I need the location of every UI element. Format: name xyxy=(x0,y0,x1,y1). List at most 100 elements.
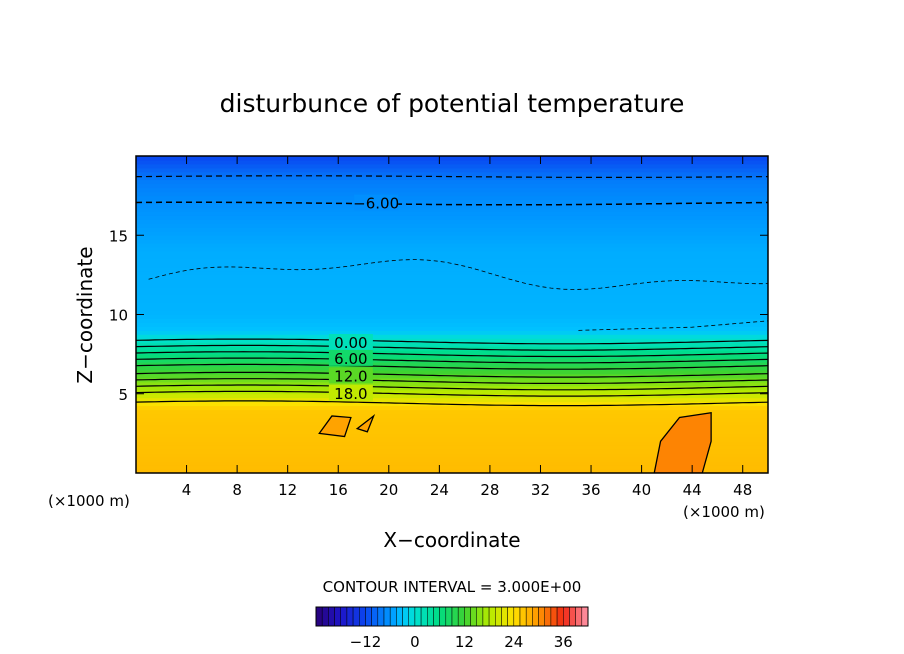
x-tick-label: 20 xyxy=(379,481,398,499)
heatmap-band xyxy=(136,456,768,462)
colorbar-cell xyxy=(563,606,570,627)
heatmap-band xyxy=(136,436,768,442)
colorbar-cell xyxy=(464,606,471,627)
heatmap-band xyxy=(136,214,768,220)
colorbar-cell xyxy=(433,606,440,627)
colorbar-cell xyxy=(544,606,552,627)
heatmap-band xyxy=(136,413,768,419)
x-tick-label: 8 xyxy=(232,481,242,499)
colorbar-cell xyxy=(371,606,379,627)
colorbar-cell xyxy=(495,606,502,627)
heatmap-band xyxy=(136,381,768,387)
colorbar-cell xyxy=(507,606,515,627)
heatmap-band xyxy=(136,448,768,454)
heatmap-band xyxy=(136,230,768,236)
contour-label-bg xyxy=(328,367,373,384)
colorbar-cell xyxy=(321,606,329,627)
heatmap-band xyxy=(136,452,768,458)
contour-label: 12.0 xyxy=(334,367,367,385)
x-axis-ticks: 4 8 12 16 20 24 28 32 36 40 44 48 xyxy=(182,156,752,499)
contour-line xyxy=(136,363,768,370)
x-tick-label: 4 xyxy=(182,481,192,499)
contour-line xyxy=(136,338,768,345)
colorbar-cell xyxy=(575,606,583,627)
heatmap-band xyxy=(136,329,768,335)
warm-patch xyxy=(319,415,351,437)
heatmap-band xyxy=(136,310,768,315)
heatmap-band xyxy=(136,420,768,426)
contour-line xyxy=(148,259,768,290)
contour-label: 6.00 xyxy=(334,350,367,368)
heatmap-band xyxy=(136,226,768,232)
contour-line xyxy=(136,201,768,206)
warm-patch xyxy=(654,412,712,473)
contour-line xyxy=(578,320,768,331)
colorbar-cell xyxy=(408,606,416,627)
x-tick-label: 36 xyxy=(581,481,600,499)
heatmap-band xyxy=(136,218,768,224)
contour-line xyxy=(136,175,768,178)
y-tick-label: 15 xyxy=(109,227,128,245)
heatmap-band xyxy=(136,317,768,323)
heatmap-band xyxy=(136,345,768,351)
heatmap-field xyxy=(136,156,768,473)
colorbar-tick-label: 0 xyxy=(410,633,420,651)
heatmap-band xyxy=(136,210,768,216)
colorbar-ticks: −12 0 12 24 36 xyxy=(350,633,573,651)
heatmap-band xyxy=(136,337,768,343)
heatmap-band xyxy=(136,361,768,367)
heatmap-band xyxy=(136,270,768,276)
colorbar-cell xyxy=(334,606,341,627)
colorbar-cell xyxy=(389,606,397,627)
heatmap-band xyxy=(136,171,768,177)
x-tick-label: 32 xyxy=(531,481,550,499)
heatmap-band xyxy=(136,238,768,244)
contour-line xyxy=(136,351,768,358)
heatmap-band xyxy=(136,409,768,415)
colorbar-cell xyxy=(513,606,521,627)
contour-line xyxy=(136,378,768,384)
colorbar-tick-label: −12 xyxy=(350,633,382,651)
colorbar-cell xyxy=(476,606,484,627)
heatmap-band xyxy=(136,460,768,466)
contour-label-bg xyxy=(328,349,373,366)
heatmap-band xyxy=(136,167,768,173)
colorbar-cell xyxy=(420,606,428,627)
heatmap-band xyxy=(136,377,768,383)
heatmap-band xyxy=(136,234,768,240)
colorbar-tick-label: 12 xyxy=(455,633,474,651)
heatmap-band xyxy=(136,440,768,446)
colorbar-cell xyxy=(340,606,348,627)
colorbar-cell xyxy=(556,606,564,627)
heatmap-band xyxy=(136,417,768,422)
heatmap-band xyxy=(136,357,768,363)
contour-line xyxy=(355,413,376,433)
heatmap-band xyxy=(136,397,768,403)
contour-interval-text: CONTOUR INTERVAL = 3.000E+00 xyxy=(323,578,582,596)
heatmap-band xyxy=(136,314,768,319)
colorbar-cell xyxy=(445,606,453,627)
colorbar-cell xyxy=(532,606,539,627)
colorbar xyxy=(315,606,589,627)
heatmap-band xyxy=(136,432,768,438)
heatmap-band xyxy=(136,424,768,430)
heatmap-band xyxy=(136,369,768,375)
colorbar-cell xyxy=(377,606,385,627)
colorbar-cell xyxy=(569,606,576,627)
colorbar-cell xyxy=(383,606,391,627)
x-tick-label: 44 xyxy=(683,481,702,499)
contour-line xyxy=(136,384,768,391)
colorbar-cell xyxy=(538,606,545,627)
contour-line xyxy=(136,400,768,407)
heatmap-band xyxy=(136,302,768,308)
heatmap-band xyxy=(136,179,768,185)
colorbar-cell xyxy=(470,606,477,627)
heatmap-band xyxy=(136,203,768,209)
heatmap-band xyxy=(136,163,768,169)
x-tick-label: 12 xyxy=(278,481,297,499)
contour-label-bg xyxy=(354,194,399,211)
contour-lines xyxy=(136,175,768,473)
heatmap-band xyxy=(136,393,768,399)
contour-line xyxy=(318,415,352,438)
